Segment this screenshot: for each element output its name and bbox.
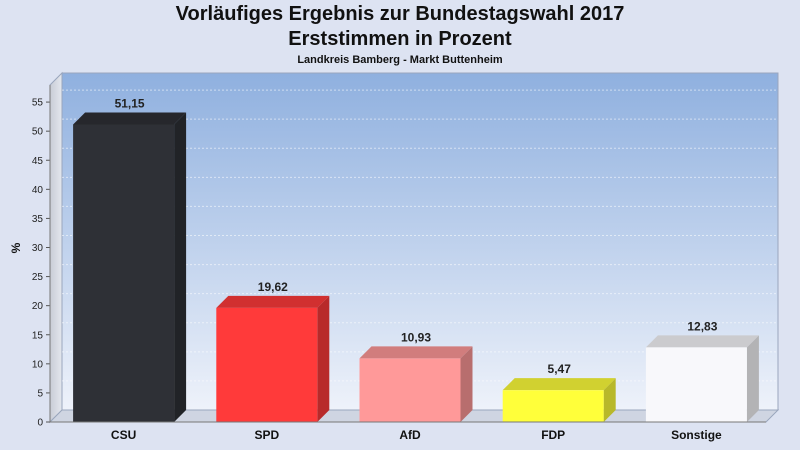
chart-title: Vorläufiges Ergebnis zur Bundestagswahl … (175, 3, 625, 25)
bar-sonstige: 12,83 (645, 319, 759, 422)
bar-front (502, 390, 604, 422)
bar-spd: 19,62 (216, 280, 330, 422)
bar-afd: 10,93 (359, 330, 473, 422)
y-tick-label: 5 (37, 388, 43, 399)
bar-fdp: 5,47 (502, 362, 616, 422)
plot-side-wall (49, 71, 63, 424)
bar-top (645, 335, 759, 348)
bar-side (746, 335, 759, 422)
y-tick-label: 20 (32, 301, 44, 312)
data-label: 10,93 (401, 330, 431, 344)
y-tick-label: 25 (32, 272, 44, 283)
chart-subtitle: Erststimmen in Prozent (288, 28, 512, 50)
data-label: 12,83 (687, 319, 717, 333)
bar-csu: 51,15 (73, 96, 187, 422)
y-tick-label: 0 (37, 418, 43, 429)
bar-front (73, 124, 175, 422)
x-tick-label: FDP (541, 428, 565, 442)
y-tick-label: 55 (32, 98, 44, 109)
data-label: 51,15 (115, 96, 145, 110)
bars-group: 51,15 19,62 10,93 5,47 12,83 (73, 96, 759, 422)
y-tick-label: 15 (32, 330, 44, 341)
chart-caption: Landkreis Bamberg - Markt Buttenheim (297, 54, 503, 66)
x-tick-label: CSU (111, 428, 136, 442)
x-tick-label: AfD (399, 428, 421, 442)
y-tick-label: 45 (32, 156, 44, 167)
bar-front (216, 307, 318, 422)
bar-side (174, 112, 187, 422)
data-label: 19,62 (258, 280, 288, 294)
y-axis-label: % (9, 242, 23, 253)
bar-front (645, 347, 747, 422)
bar-top (216, 295, 330, 308)
data-label: 5,47 (548, 362, 572, 376)
bar-top (359, 346, 473, 359)
bar-side (460, 346, 473, 422)
x-tick-label: Sonstige (671, 428, 722, 442)
y-tick-label: 10 (32, 359, 44, 370)
bar-top (73, 112, 187, 125)
axes-group: 0 5 10 15 20 25 30 35 40 45 50 55% CSU SPD AfD FDP Sonst… (9, 85, 766, 442)
bar-front (359, 358, 461, 422)
bar-side (603, 378, 616, 422)
y-tick-label: 40 (32, 185, 44, 196)
y-tick-label: 30 (32, 243, 44, 254)
bar-top (502, 378, 616, 391)
bar-side (317, 295, 330, 422)
x-tick-label: SPD (254, 428, 279, 442)
y-tick-label: 50 (32, 127, 44, 138)
y-tick-label: 35 (32, 214, 44, 225)
